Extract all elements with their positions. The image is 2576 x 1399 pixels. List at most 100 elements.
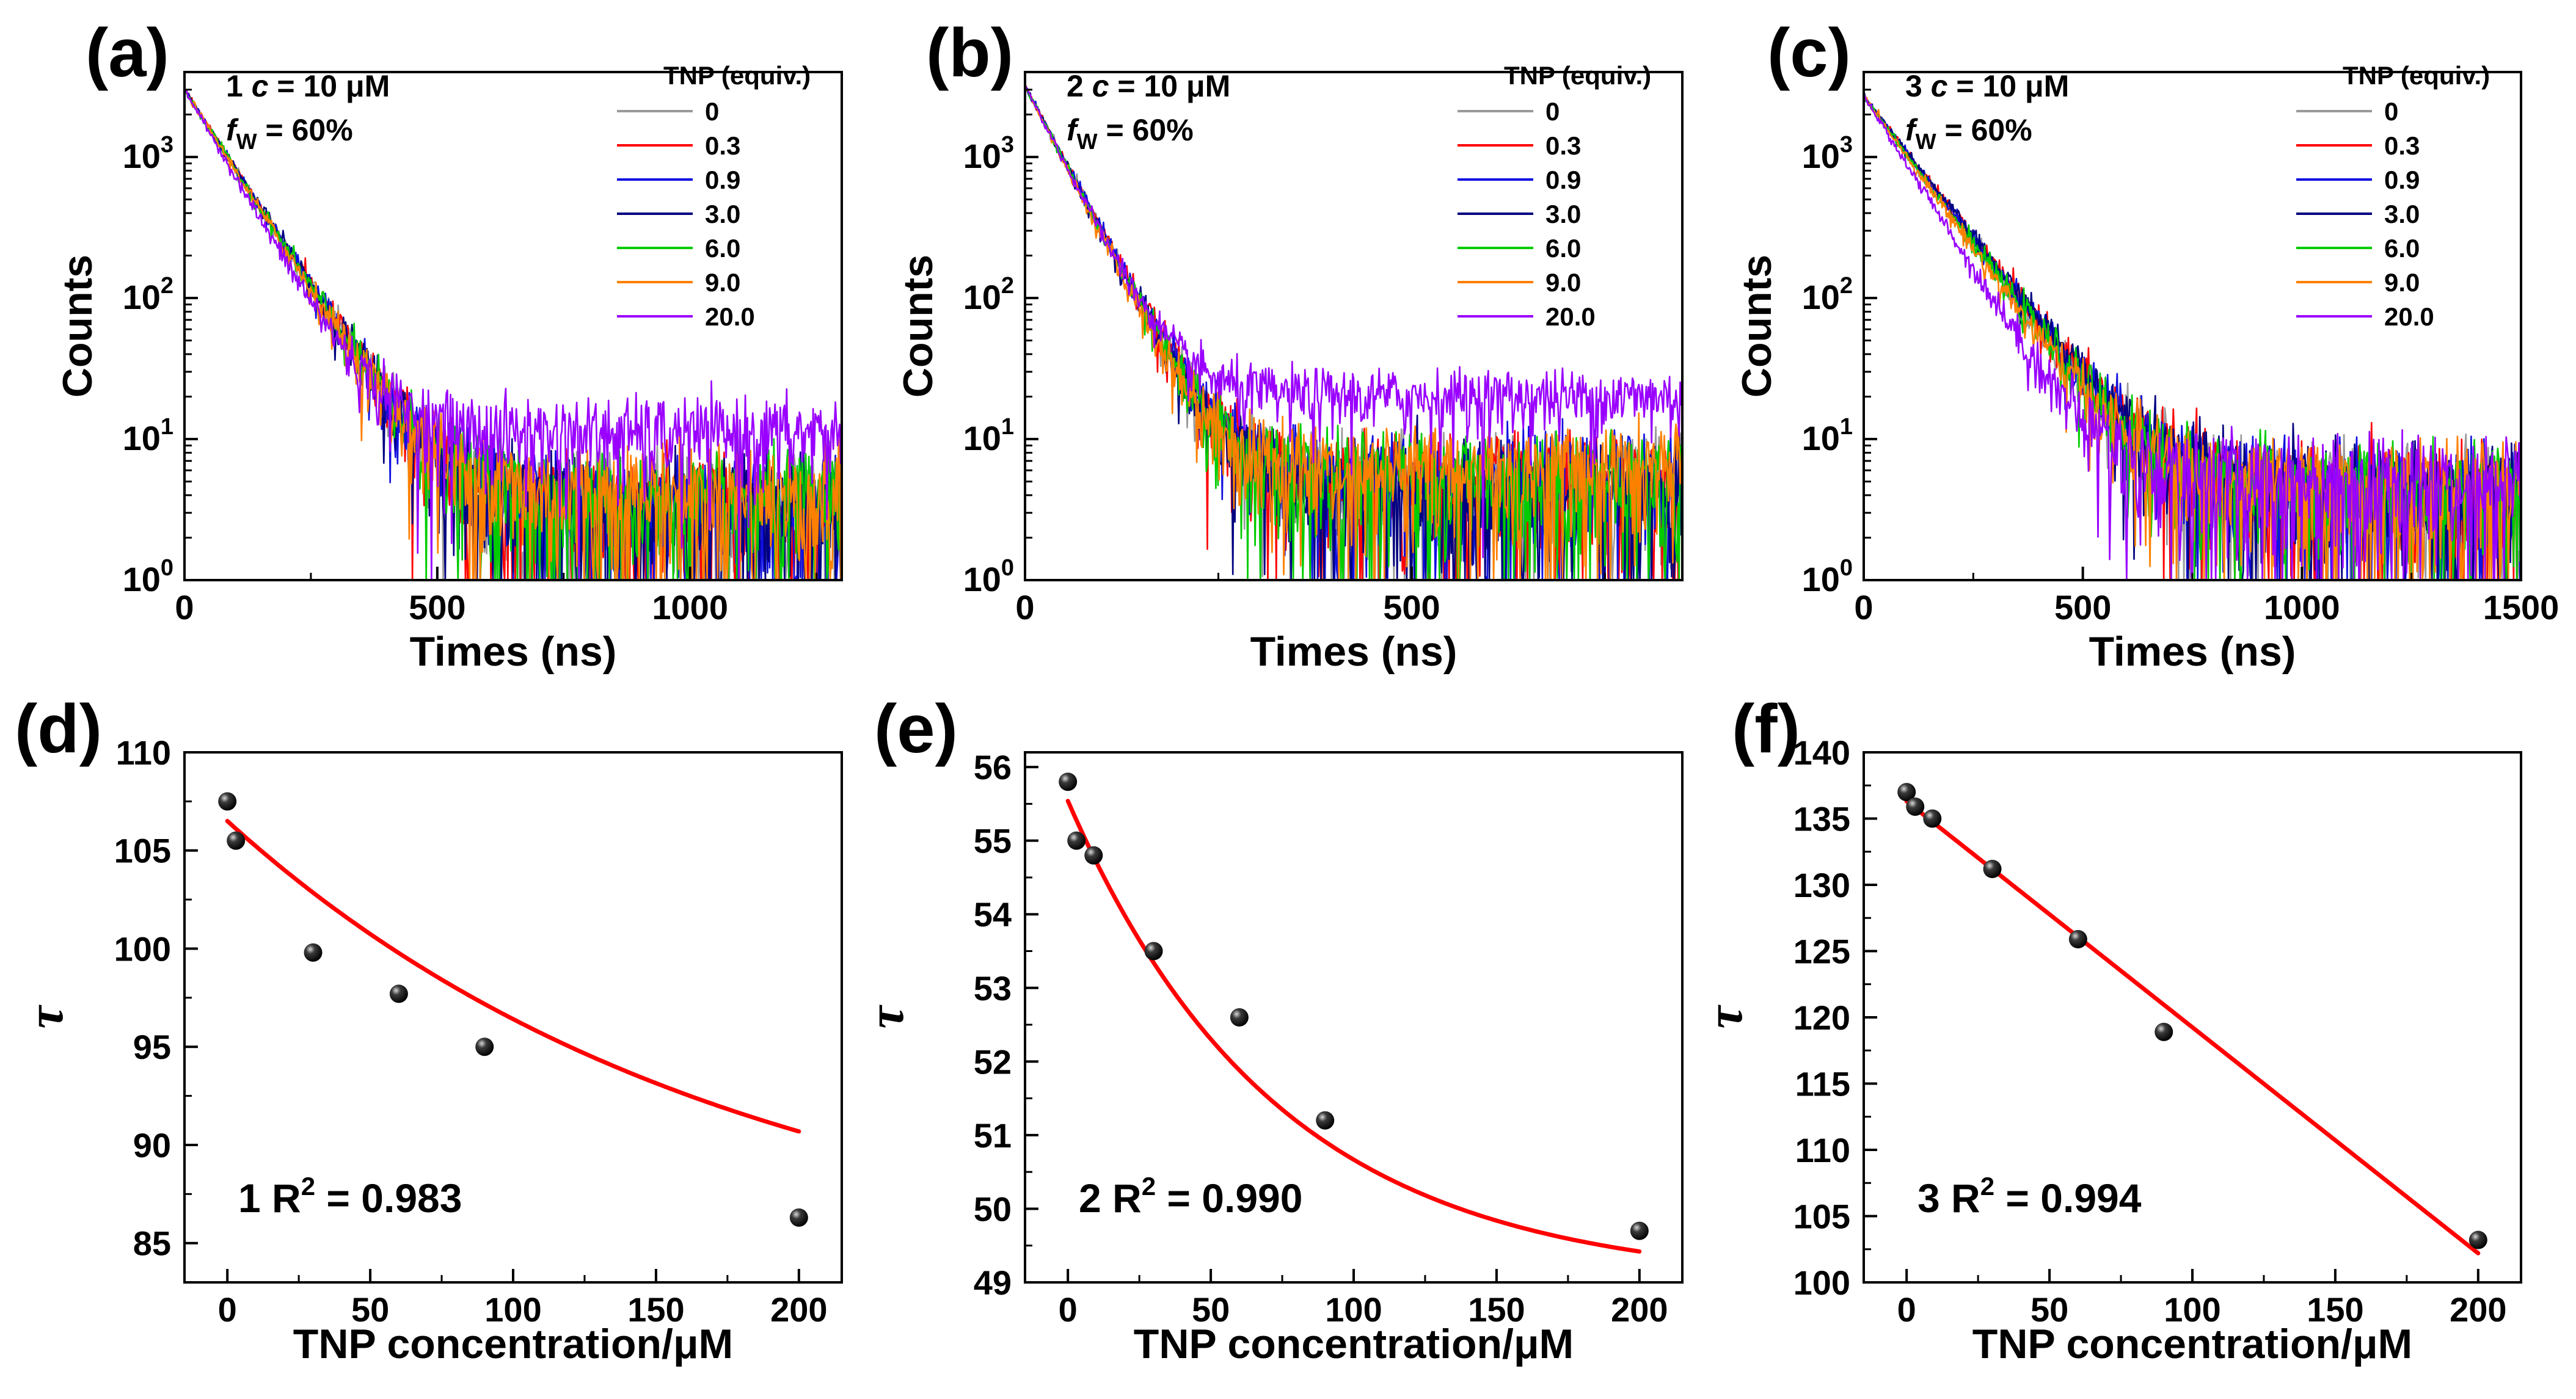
lifetime-panel-2-fit-curve (1065, 799, 1642, 1254)
decay-panel-2-letter: (b) (926, 15, 1013, 91)
lifetime-panel-1-data-point (304, 943, 323, 962)
lifetime-panel-3-fit-annotation: 3 R2 = 0.994 (1917, 1172, 2142, 1221)
decay-panel-1-legend-label-6.0: 6.0 (705, 234, 740, 263)
lifetime-panel-1-data-point (389, 984, 408, 1003)
decay-panel-1-legend-label-9.0: 9.0 (705, 268, 740, 297)
decay-panel-1: 100 101 102 103 0 500 1000 Times (ns) Counts 1 c … (54, 15, 843, 675)
decay-panel-3-legend-label-3.0: 3.0 (2384, 200, 2420, 228)
lifetime-panel-2-letter: (e) (874, 691, 958, 767)
lifetime-panel-2-ytick-label: 53 (974, 969, 1012, 1008)
decay-panel-3-legend-label-0.9: 0.9 (2384, 165, 2420, 194)
decay-panel-1-ytick-label: 101 (123, 414, 173, 457)
lifetime-panel-2-xlabel: TNP concentration/μM (1134, 1321, 1574, 1367)
lifetime-panel-1-xtick-label: 100 (484, 1290, 541, 1329)
decay-panel-1-legend-label-3.0: 3.0 (705, 200, 740, 228)
decay-panel-3-legend-title: TNP (equiv.) (2343, 61, 2490, 90)
decay-panel-2-frame (1024, 71, 1684, 581)
lifetime-panel-3-ytick-label: 120 (1793, 998, 1850, 1037)
decay-panel-3-xtick-label: 1000 (2264, 588, 2340, 627)
lifetime-panel-3-data-point (1983, 859, 2002, 878)
decay-panel-3-series-20.0 (1864, 95, 2521, 580)
decay-panel-2-ylabel: Counts (895, 255, 941, 398)
decay-panel-2-xtick-label: 500 (1383, 588, 1440, 627)
lifetime-panel-3-xlabel: TNP concentration/μM (1972, 1321, 2412, 1367)
lifetime-panel-3-xtick-label: 0 (1897, 1290, 1916, 1329)
decay-panel-2-legend-label-6.0: 6.0 (1545, 234, 1581, 263)
decay-panel-3-annotation-fw: fW = 60% (1905, 113, 2032, 154)
lifetime-panel-1-letter: (d) (15, 691, 102, 767)
decay-panel-1-frame (183, 71, 843, 581)
lifetime-panel-3-fit-curve (1904, 799, 2481, 1255)
decay-panel-2-xlabel: Times (ns) (1250, 628, 1458, 675)
decay-panel-3-xtick-label: 1500 (2483, 588, 2560, 627)
decay-panel-2-legend-label-0: 0 (1545, 97, 1560, 126)
lifetime-panel-3-data-point (2155, 1022, 2173, 1041)
lifetime-panel-2-fit-annotation: 2 R2 = 0.990 (1079, 1172, 1302, 1221)
decay-panel-2-series-group (1025, 84, 1682, 580)
lifetime-panel-3-data-point (1906, 797, 1925, 816)
decay-panel-3-series-group (1864, 93, 2521, 580)
decay-panel-2-ytick-label: 101 (963, 414, 1014, 457)
lifetime-panel-2-ylabel: τ (858, 1005, 914, 1029)
decay-panel-3-legend-label-0: 0 (2384, 97, 2398, 126)
lifetime-panel-2-data-point (1630, 1221, 1649, 1240)
lifetime-panel-1-xlabel: TNP concentration/μM (293, 1321, 733, 1367)
decay-panel-3-xtick-label: 500 (2054, 588, 2111, 627)
lifetime-panel-2-xtick-label: 200 (1611, 1290, 1668, 1329)
decay-panel-3: 100 101 102 103 0 500 1000 1500 Times (ns) Counts… (1734, 15, 2559, 675)
decay-panel-1-xlabel: Times (ns) (410, 628, 617, 675)
decay-panel-3-legend-label-6.0: 6.0 (2384, 234, 2420, 263)
decay-panel-3-legend-label-20.0: 20.0 (2384, 302, 2434, 331)
decay-panel-2-annotation-conc: 2 c = 10 μM (1067, 69, 1230, 103)
decay-panel-1-legend-label-20.0: 20.0 (705, 302, 755, 331)
lifetime-panel-2-xtick-label: 50 (1192, 1290, 1230, 1329)
lifetime-panel-1-fit-annotation: 1 R2 = 0.983 (238, 1172, 462, 1221)
lifetime-panel-3-data-point (1897, 783, 1916, 802)
lifetime-panel-1-ytick-label: 90 (133, 1126, 171, 1165)
decay-panel-3-letter: (c) (1767, 15, 1851, 91)
lifetime-panel-3-ytick-label: 140 (1793, 733, 1850, 772)
decay-panel-1-annotation-fw: fW = 60% (226, 113, 353, 154)
lifetime-panel-2-xtick-label: 0 (1059, 1290, 1078, 1329)
decay-panel-1-series-20.0 (184, 88, 842, 580)
decay-panel-1-legend-label-0.9: 0.9 (705, 165, 740, 194)
lifetime-panel-1-data-point (218, 792, 237, 811)
decay-panel-2-xtick-label: 0 (1015, 588, 1034, 627)
decay-panel-1-legend-label-0: 0 (705, 97, 719, 126)
decay-panel-2-legend-label-0.3: 0.3 (1545, 131, 1581, 160)
lifetime-panel-2-data-point (1230, 1008, 1249, 1027)
lifetime-panel-1: 85 90 95 100 105 110 0 50 100 150 200 TNP concentra… (15, 691, 843, 1367)
decay-panel-2-ytick-label: 100 (963, 555, 1014, 598)
lifetime-panel-3-xtick-label: 100 (2164, 1290, 2220, 1329)
decay-panel-1-series-9.0 (184, 88, 842, 580)
lifetime-panel-3-ytick-label: 110 (1795, 1131, 1850, 1169)
decay-panel-2-legend-label-9.0: 9.0 (1545, 268, 1581, 297)
lifetime-panel-1-ytick-label: 110 (116, 733, 171, 772)
lifetime-panel-1-xtick-label: 0 (218, 1290, 237, 1329)
decay-panel-1-xtick-label: 0 (175, 588, 194, 627)
decay-panel-3-annotation-conc: 3 c = 10 μM (1905, 69, 2069, 103)
decay-panel-2-legend-title: TNP (equiv.) (1504, 61, 1651, 90)
decay-panel-3-xtick-label: 0 (1854, 588, 1873, 627)
lifetime-panel-2-ytick-label: 54 (974, 895, 1012, 934)
lifetime-panel-2-ytick-label: 52 (974, 1042, 1012, 1081)
lifetime-panel-2-data-point (1084, 846, 1103, 865)
decay-panel-1-ytick-label: 103 (123, 132, 173, 175)
decay-panel-2-legend-label-3.0: 3.0 (1545, 200, 1581, 228)
decay-panel-2-ytick-label: 102 (963, 273, 1014, 316)
decay-panel-1-xtick-label: 500 (409, 588, 465, 627)
decay-panel-2-ytick-label: 103 (963, 132, 1014, 175)
lifetime-panel-2-data-point (1067, 831, 1086, 850)
lifetime-panel-2-data-point (1316, 1111, 1335, 1130)
decay-panel-3-legend-label-0.3: 0.3 (2384, 131, 2420, 160)
lifetime-panel-1-ytick-label: 85 (133, 1224, 171, 1263)
lifetime-panel-2-ytick-label: 56 (974, 748, 1012, 787)
lifetime-panel-1-xtick-label: 50 (351, 1290, 389, 1329)
decay-panel-2-series-20.0 (1025, 85, 1682, 559)
lifetime-panel-1-xtick-label: 150 (627, 1290, 684, 1329)
decay-panel-1-legend-label-0.3: 0.3 (705, 131, 740, 160)
decay-panel-2-series-9.0 (1025, 86, 1682, 580)
lifetime-panel-1-ytick-label: 95 (133, 1028, 171, 1066)
lifetime-panel-2-ytick-label: 55 (974, 822, 1012, 860)
